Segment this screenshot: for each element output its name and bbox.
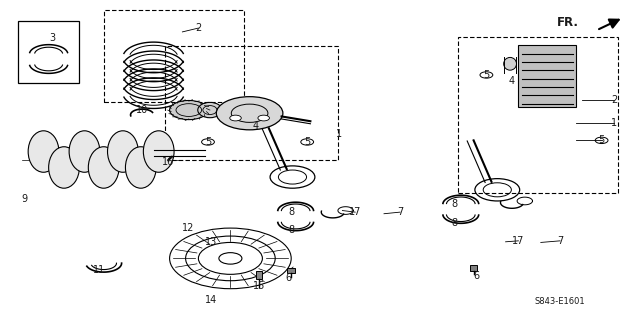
- Text: 2: 2: [611, 95, 618, 106]
- Circle shape: [230, 115, 241, 121]
- Text: 14: 14: [205, 295, 218, 305]
- Text: 8: 8: [288, 207, 294, 217]
- Text: 4: 4: [509, 76, 515, 86]
- Ellipse shape: [125, 147, 156, 188]
- Circle shape: [258, 115, 269, 121]
- Ellipse shape: [88, 147, 119, 188]
- Bar: [18, 21, 79, 83]
- Text: 6: 6: [285, 272, 291, 283]
- Circle shape: [170, 100, 208, 120]
- Bar: [256, 271, 262, 279]
- Ellipse shape: [143, 131, 174, 172]
- Text: 12: 12: [182, 223, 195, 233]
- Text: 1: 1: [611, 118, 618, 128]
- Text: S843-E1601: S843-E1601: [534, 297, 585, 306]
- Text: 15: 15: [253, 280, 266, 291]
- Text: 8: 8: [451, 199, 458, 209]
- Bar: [458, 37, 618, 193]
- Text: 17: 17: [512, 236, 525, 246]
- Text: 10: 10: [136, 105, 148, 115]
- Bar: [518, 45, 576, 107]
- Ellipse shape: [504, 57, 516, 70]
- Text: 7: 7: [557, 236, 563, 246]
- Text: 5: 5: [598, 135, 605, 145]
- Text: 13: 13: [205, 237, 218, 248]
- Ellipse shape: [28, 131, 59, 172]
- Text: 5: 5: [483, 70, 490, 80]
- Text: 16: 16: [161, 157, 174, 167]
- Text: 9: 9: [21, 194, 28, 204]
- Text: 11: 11: [93, 264, 106, 275]
- Text: 2: 2: [195, 23, 202, 33]
- Bar: [287, 268, 295, 273]
- Text: FR.: FR.: [557, 16, 579, 29]
- Bar: [470, 265, 477, 271]
- Text: 6: 6: [474, 271, 480, 281]
- Ellipse shape: [198, 102, 222, 118]
- Text: 7: 7: [397, 207, 403, 217]
- Bar: [104, 10, 244, 102]
- Text: 8: 8: [451, 218, 458, 228]
- Text: 3: 3: [49, 33, 56, 43]
- Circle shape: [216, 97, 283, 130]
- Ellipse shape: [108, 131, 138, 172]
- Text: 5: 5: [205, 137, 211, 147]
- Text: 17: 17: [349, 207, 362, 217]
- Ellipse shape: [49, 147, 79, 188]
- Ellipse shape: [69, 131, 100, 172]
- Text: 8: 8: [288, 225, 294, 235]
- Bar: [165, 46, 338, 160]
- Text: 1: 1: [336, 129, 342, 139]
- Text: 5: 5: [304, 137, 310, 147]
- Text: 4: 4: [253, 121, 259, 131]
